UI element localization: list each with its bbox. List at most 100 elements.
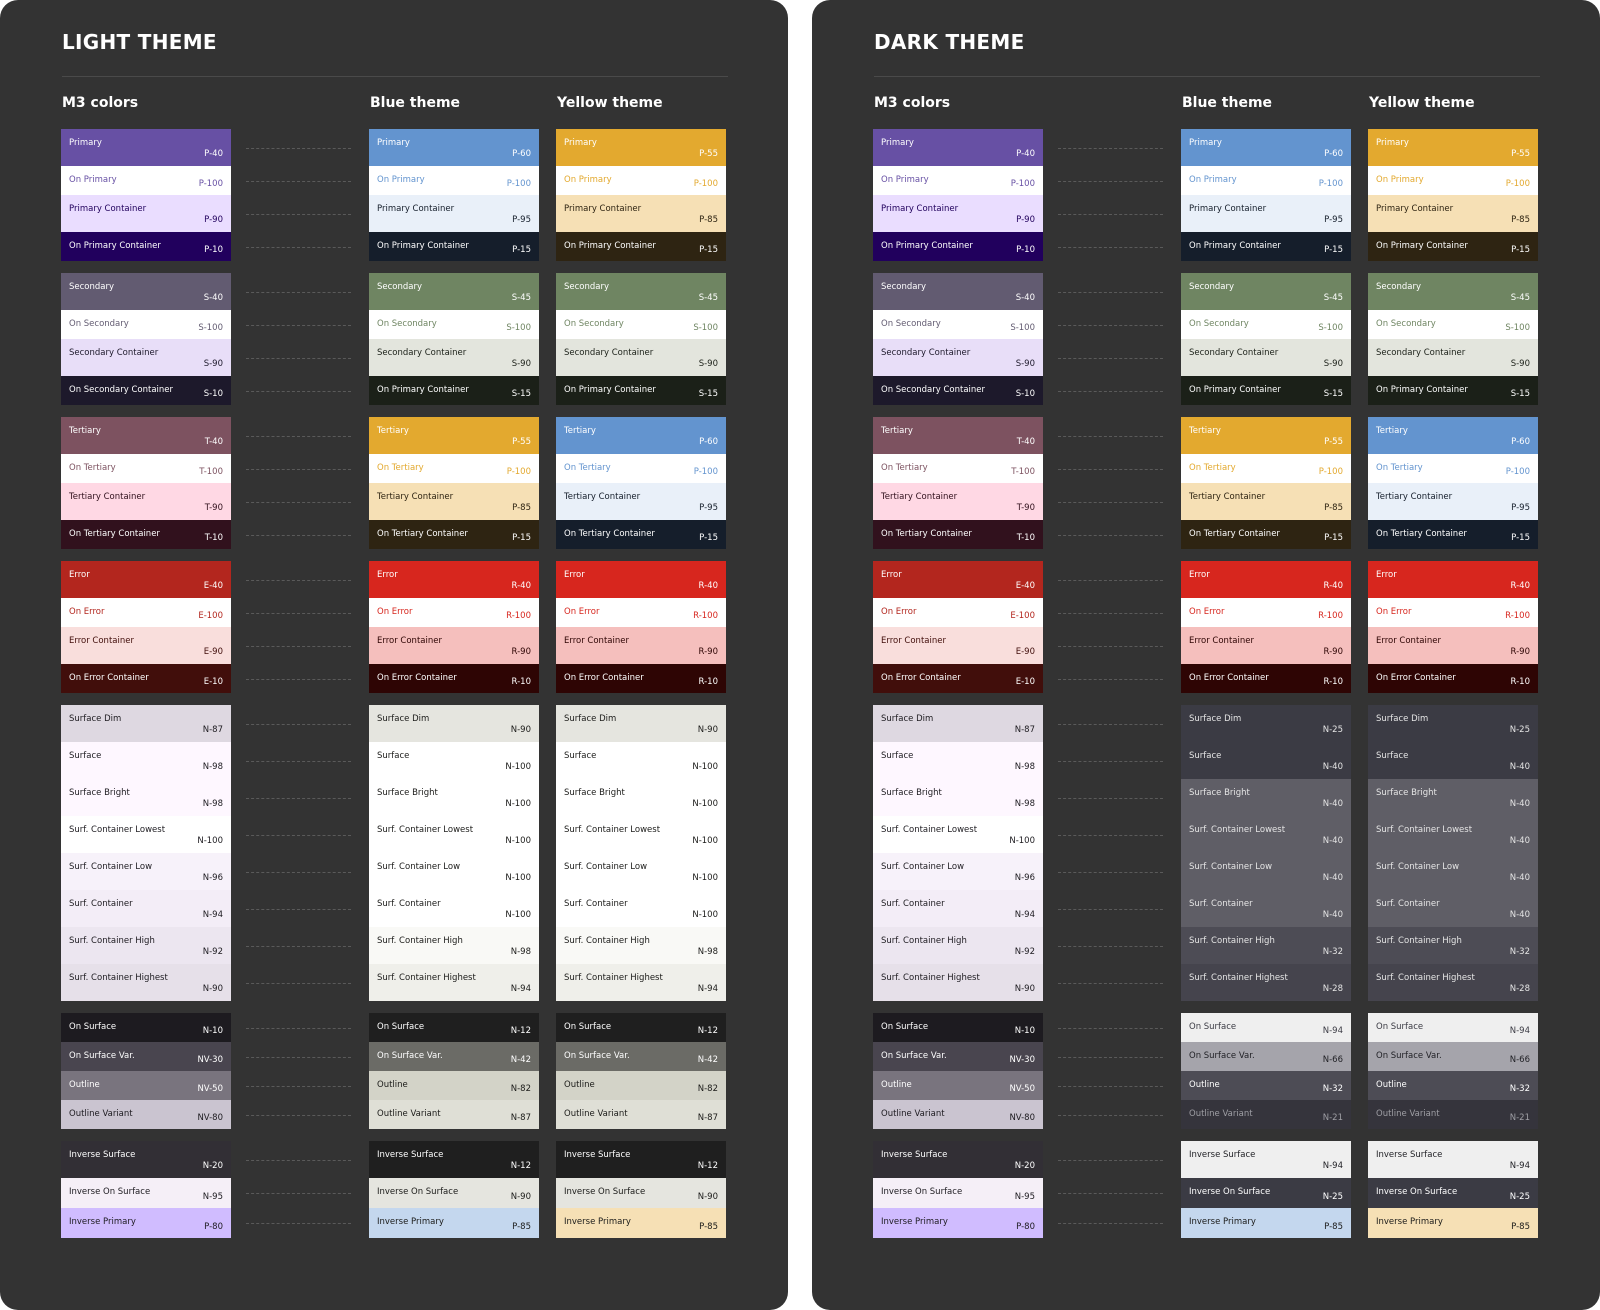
panel-title: LIGHT THEME	[62, 30, 217, 54]
color-swatch: Surf. Container High N-92	[61, 927, 231, 964]
mapping-connector	[1058, 1057, 1163, 1058]
swatch-name: On Tertiary	[881, 463, 928, 473]
swatch-name: Surface Dim	[377, 714, 430, 724]
color-swatch: Outline N-32	[1181, 1071, 1351, 1100]
swatch-code: N-100	[505, 873, 531, 883]
swatch-name: Outline Variant	[69, 1109, 133, 1119]
swatch-code: N-100	[505, 762, 531, 772]
column-heading-yellow: Yellow theme	[1369, 95, 1475, 111]
swatch-code: N-94	[1322, 1161, 1343, 1171]
swatch-code: N-40	[1322, 762, 1343, 772]
swatch-name: Surface Dim	[1189, 714, 1242, 724]
swatch-name: Surf. Container Highest	[881, 973, 980, 983]
swatch-name: Surf. Container Low	[69, 862, 153, 872]
color-swatch: Surf. Container Lowest N-40	[1181, 816, 1351, 853]
swatch-code: E-10	[1015, 677, 1035, 687]
swatch-name: On Primary	[881, 175, 929, 185]
swatch-name: On Primary Container	[69, 241, 161, 251]
color-swatch: Surface Dim N-90	[369, 705, 539, 742]
swatch-name: Error	[377, 570, 398, 580]
color-swatch: Surf. Container Low N-40	[1368, 853, 1538, 890]
color-swatch: Tertiary T-40	[61, 417, 231, 454]
swatch-name: Tertiary Container	[69, 492, 146, 502]
swatch-code: P-10	[204, 245, 223, 255]
swatch-name: On Surface Var.	[564, 1051, 630, 1061]
swatch-name: Surf. Container High	[69, 936, 155, 946]
color-swatch: Error Container R-90	[369, 627, 539, 664]
color-swatch: Surface Dim N-87	[873, 705, 1043, 742]
swatch-name: Primary Container	[1376, 204, 1454, 214]
mapping-connector	[246, 436, 351, 437]
swatch-name: Surf. Container High	[1376, 936, 1462, 946]
swatch-code: NV-50	[197, 1084, 223, 1094]
swatch-name: Surf. Container Highest	[69, 973, 168, 983]
mapping-connector	[246, 835, 351, 836]
color-swatch: On Secondary S-100	[1181, 310, 1351, 339]
color-swatch: Outline Variant NV-80	[873, 1100, 1043, 1129]
swatch-code: N-40	[1509, 873, 1530, 883]
swatch-code: N-94	[697, 984, 718, 994]
swatch-code: N-40	[1509, 910, 1530, 920]
swatch-code: N-40	[1322, 873, 1343, 883]
color-swatch: On Primary Container P-10	[873, 232, 1043, 261]
title-divider	[874, 76, 1540, 77]
swatch-code: E-40	[1015, 581, 1035, 591]
swatch-name: Surf. Container	[377, 899, 441, 909]
swatch-code: N-12	[510, 1161, 531, 1171]
swatch-code: T-100	[199, 467, 223, 477]
swatch-name: Secondary Container	[69, 348, 159, 358]
swatch-code: R-100	[1505, 611, 1530, 621]
color-swatch: Primary P-55	[556, 129, 726, 166]
swatch-name: On Primary Container	[1376, 241, 1468, 251]
swatch-name: Error Container	[564, 636, 629, 646]
swatch-name: Secondary Container	[881, 348, 971, 358]
color-swatch: Error R-40	[1181, 561, 1351, 598]
color-swatch: Surf. Container Highest N-28	[1368, 964, 1538, 1001]
color-swatch: Outline Variant N-87	[556, 1100, 726, 1129]
swatch-name: On Secondary	[881, 319, 941, 329]
color-swatch: Secondary S-40	[873, 273, 1043, 310]
swatch-name: Error	[564, 570, 585, 580]
swatch-code: N-42	[697, 1055, 718, 1065]
color-swatch: Surface N-100	[556, 742, 726, 779]
swatch-code: N-94	[1322, 1026, 1343, 1036]
swatch-name: Surface Bright	[69, 788, 130, 798]
swatch-name: On Surface	[1376, 1022, 1424, 1032]
swatch-name: Secondary	[377, 282, 423, 292]
color-swatch: On Primary Container P-15	[556, 232, 726, 261]
color-swatch: Inverse On Surface N-25	[1181, 1178, 1351, 1208]
color-swatch: Surface N-98	[873, 742, 1043, 779]
swatch-name: On Error Container	[1189, 673, 1269, 683]
color-swatch: Surface Bright N-40	[1181, 779, 1351, 816]
swatch-name: On Primary Container	[564, 385, 656, 395]
color-swatch: Surface Bright N-98	[61, 779, 231, 816]
swatch-name: On Error Container	[377, 673, 457, 683]
color-swatch: Tertiary Container P-85	[369, 483, 539, 520]
color-swatch: Inverse On Surface N-90	[556, 1178, 726, 1208]
swatch-name: Surface Bright	[377, 788, 438, 798]
swatch-code: R-10	[1510, 677, 1530, 687]
color-swatch: Primary P-40	[873, 129, 1043, 166]
swatch-code: S-40	[203, 293, 223, 303]
swatch-code: P-15	[512, 245, 531, 255]
swatch-name: Surf. Container	[881, 899, 945, 909]
swatch-name: Inverse Surface	[564, 1150, 631, 1160]
swatch-name: Surf. Container Lowest	[377, 825, 474, 835]
color-swatch: Surface Bright N-100	[369, 779, 539, 816]
swatch-code: P-100	[1505, 179, 1530, 189]
mapping-connector	[1058, 613, 1163, 614]
swatch-name: Inverse Surface	[1189, 1150, 1256, 1160]
color-swatch: Error E-40	[873, 561, 1043, 598]
swatch-name: On Primary Container	[1376, 385, 1468, 395]
swatch-name: Surf. Container Highest	[377, 973, 476, 983]
color-swatch: Tertiary Container P-95	[1368, 483, 1538, 520]
swatch-name: Inverse Primary	[1189, 1217, 1256, 1227]
swatch-code: N-82	[510, 1084, 531, 1094]
swatch-code: P-100	[1318, 179, 1343, 189]
swatch-name: Inverse Surface	[69, 1150, 136, 1160]
swatch-name: Surf. Container Highest	[1376, 973, 1475, 983]
swatch-name: On Primary Container	[1189, 241, 1281, 251]
mapping-connector	[246, 1028, 351, 1029]
swatch-code: R-10	[1323, 677, 1343, 687]
swatch-code: N-94	[1509, 1026, 1530, 1036]
